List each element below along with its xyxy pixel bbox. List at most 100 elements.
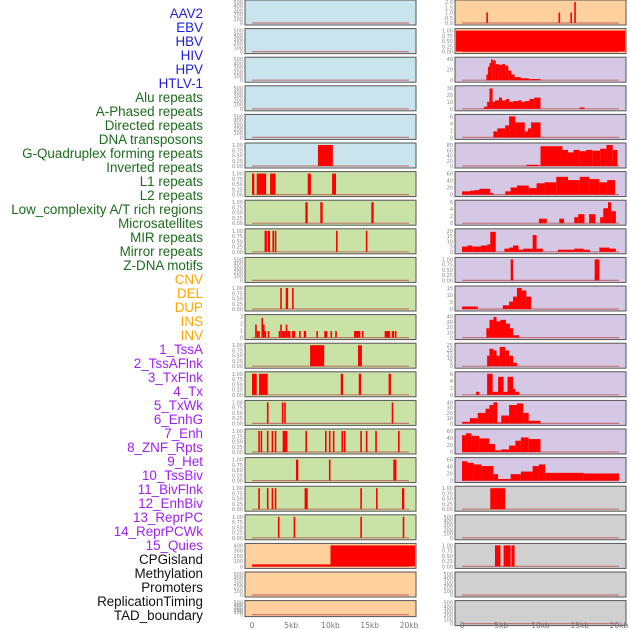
y-tick-label: 1.00 (442, 29, 453, 35)
bar (479, 438, 490, 452)
y-tick-label: 0.00 (232, 307, 243, 313)
bar (606, 145, 613, 166)
bar (303, 331, 307, 338)
bar (285, 324, 288, 338)
bar (608, 202, 612, 224)
y-tick-label: 200 (233, 41, 243, 47)
bar (513, 388, 516, 395)
panel-background (244, 342, 417, 369)
y-tick-label: 0.75 (232, 491, 243, 497)
panel-background (244, 56, 417, 83)
bar (538, 464, 546, 481)
bar (520, 437, 529, 452)
y-tick-label: 100 (443, 532, 453, 538)
bar (474, 190, 480, 195)
bar (365, 230, 368, 252)
y-tick-label: 0.00 (232, 164, 243, 170)
track-label: EBV (176, 20, 203, 35)
x-tick-label: 10kb (321, 621, 340, 630)
y-tick-label: 10 (447, 239, 453, 245)
panel-background (244, 514, 417, 541)
panel-background (454, 285, 627, 312)
y-tick-label: 400 (233, 90, 243, 96)
y-tick-label: 100 (233, 610, 243, 616)
bar (589, 214, 596, 224)
y-tick-label: 200 (233, 13, 243, 19)
y-tick-label: 0.50 (232, 211, 243, 217)
bar (494, 545, 501, 567)
bar (574, 248, 584, 252)
bar (534, 97, 541, 109)
bar (328, 459, 331, 481)
track-label: Low_complexity A/T rich regions (11, 202, 203, 217)
bar (497, 422, 502, 424)
bar (491, 59, 493, 81)
y-tick-label: 0.50 (442, 497, 453, 503)
track-label: DEL (176, 286, 203, 301)
y-tick-label: 0.50 (232, 354, 243, 360)
bar (511, 74, 515, 81)
bar (494, 100, 499, 109)
bar (266, 488, 269, 510)
bar (583, 473, 619, 481)
panel-background (454, 56, 627, 83)
track-label: G-Quadruplex forming repeats (22, 146, 203, 161)
panel-background (244, 199, 417, 226)
y-tick-label: 15 (447, 286, 453, 292)
y-tick-label: 0 (450, 622, 453, 628)
y-tick-label: 0.25 (442, 273, 453, 279)
left-panel: 0.000.250.500.751.00 (232, 514, 417, 542)
y-tick-label: 0.75 (232, 520, 243, 526)
bar (280, 324, 282, 338)
bar (358, 373, 362, 395)
bar (521, 101, 525, 109)
y-tick-label: 0.50 (232, 497, 243, 503)
bar (490, 192, 494, 195)
y-tick-label: 40 (447, 400, 453, 406)
bar (292, 331, 296, 338)
y-tick-label: 0 (240, 107, 243, 113)
bar (528, 188, 537, 195)
bar (487, 101, 490, 109)
left-panel: 0.000.250.500.751.00 (232, 399, 417, 427)
y-tick-label: 6 (450, 114, 453, 120)
bar (317, 145, 333, 166)
y-tick-label: 20 (447, 93, 453, 99)
y-tick-label: 0.00 (442, 278, 453, 284)
bar (492, 101, 495, 109)
track-label: 2_TssAFlnk (133, 356, 203, 371)
bar (256, 331, 259, 338)
y-tick-label: 0 (240, 135, 243, 141)
bar (481, 466, 494, 481)
y-tick-label: 1.0 (445, 11, 453, 17)
bar (402, 516, 405, 538)
y-tick-label: 20 (447, 159, 453, 165)
panel-background (454, 571, 627, 598)
bar (465, 433, 472, 452)
track-label: DNA transposons (98, 132, 203, 147)
y-tick-label: 200 (233, 270, 243, 276)
y-tick-label: 400 (233, 119, 243, 125)
bar (462, 421, 470, 424)
bar (490, 231, 496, 252)
bar (567, 180, 580, 195)
bar (498, 478, 511, 481)
y-tick-label: 300 (233, 94, 243, 100)
bar (365, 431, 368, 452)
y-tick-label: 300 (233, 8, 243, 14)
y-tick-label: 100 (233, 274, 243, 280)
bar (524, 101, 530, 109)
bar (252, 373, 257, 395)
y-tick-label: 0.5 (445, 16, 453, 22)
track-label: 13_ReprPC (133, 510, 203, 525)
y-tick-label: 0.00 (232, 221, 243, 227)
y-tick-label: 0.00 (232, 450, 243, 456)
y-tick-label: 40 (447, 315, 453, 321)
bar (499, 346, 506, 367)
